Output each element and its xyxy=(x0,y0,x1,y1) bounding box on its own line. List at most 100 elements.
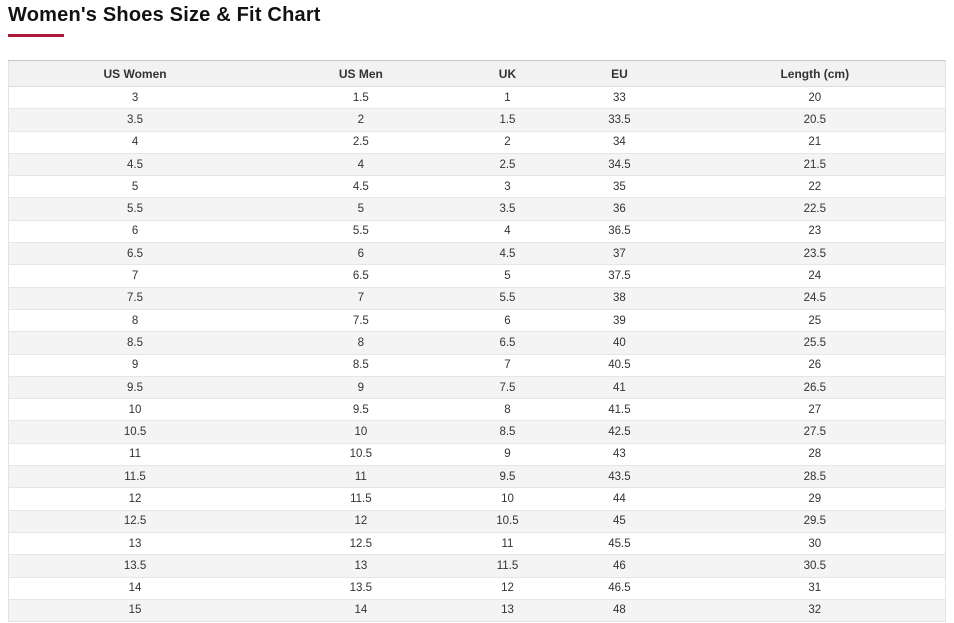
table-cell: 1 xyxy=(460,86,555,110)
table-cell: 8 xyxy=(460,398,555,422)
table-cell: 27 xyxy=(684,398,946,422)
table-row: 7.5 7 5.5 38 24.5 xyxy=(8,287,946,310)
table-cell: 21 xyxy=(684,131,946,154)
table-cell: 6 xyxy=(8,220,262,244)
table-cell: 25 xyxy=(684,309,946,333)
table-cell: 3 xyxy=(8,86,262,110)
table-cell: 31 xyxy=(684,577,946,600)
table-cell: 5 xyxy=(8,175,262,199)
table-cell: 39 xyxy=(554,309,685,333)
table-row: 9 8.5 7 40.5 26 xyxy=(8,354,946,377)
table-cell: 13.5 xyxy=(261,577,461,600)
table-row: 10 9.5 8 41.5 27 xyxy=(8,398,946,422)
table-cell: 40 xyxy=(554,331,685,355)
table-row: 14 13.5 12 46.5 31 xyxy=(8,577,946,600)
table-cell: 43.5 xyxy=(554,465,685,489)
table-cell: 7.5 xyxy=(261,309,461,333)
table-cell: 8 xyxy=(261,331,461,355)
table-cell: 12 xyxy=(8,487,262,511)
table-cell: 4.5 xyxy=(460,242,555,266)
table-cell: 6.5 xyxy=(8,242,262,266)
table-cell: 44 xyxy=(554,487,685,511)
column-header-length-cm: Length (cm) xyxy=(684,60,946,87)
table-cell: 9.5 xyxy=(261,398,461,422)
table-cell: 25.5 xyxy=(684,331,946,355)
table-cell: 26 xyxy=(684,354,946,377)
table-cell: 40.5 xyxy=(554,354,685,377)
table-cell: 45 xyxy=(554,510,685,533)
table-cell: 15 xyxy=(8,599,262,623)
table-cell: 4 xyxy=(261,153,461,177)
table-cell: 11.5 xyxy=(261,487,461,511)
table-header: US Women US Men UK EU Length (cm) xyxy=(8,60,946,87)
table-cell: 43 xyxy=(554,443,685,467)
table-cell: 37.5 xyxy=(554,264,685,288)
column-header-us-men: US Men xyxy=(261,60,461,87)
table-cell: 32 xyxy=(684,599,946,623)
table-cell: 12.5 xyxy=(261,532,461,556)
table-row: 15 14 13 48 32 xyxy=(8,599,946,623)
table-cell: 7 xyxy=(8,264,262,288)
table-row: 12.5 12 10.5 45 29.5 xyxy=(8,510,946,533)
column-header-us-women: US Women xyxy=(8,60,262,87)
table-cell: 3.5 xyxy=(8,108,262,132)
table-row: 7 6.5 5 37.5 24 xyxy=(8,264,946,288)
table-cell: 8.5 xyxy=(8,331,262,355)
table-cell: 26.5 xyxy=(684,376,946,400)
table-cell: 46 xyxy=(554,554,685,578)
table-cell: 11 xyxy=(261,465,461,489)
table-row: 8.5 8 6.5 40 25.5 xyxy=(8,331,946,355)
table-cell: 9.5 xyxy=(460,465,555,489)
table-cell: 24 xyxy=(684,264,946,288)
table-cell: 11.5 xyxy=(460,554,555,578)
table-row: 10.5 10 8.5 42.5 27.5 xyxy=(8,420,946,444)
table-cell: 23 xyxy=(684,220,946,244)
table-cell: 7.5 xyxy=(8,287,262,310)
table-body: 3 1.5 1 33 20 3.5 2 1.5 33.5 20.5 4 2.5 2 34 21 4.5 4 2.5… xyxy=(8,86,946,623)
table-cell: 8.5 xyxy=(460,420,555,444)
table-cell: 36.5 xyxy=(554,220,685,244)
table-cell: 9 xyxy=(261,376,461,400)
table-cell: 42.5 xyxy=(554,420,685,444)
table-cell: 11 xyxy=(460,532,555,556)
table-cell: 13 xyxy=(460,599,555,623)
table-cell: 10 xyxy=(8,398,262,422)
table-cell: 4.5 xyxy=(8,153,262,177)
table-cell: 7.5 xyxy=(460,376,555,400)
table-row: 11.5 11 9.5 43.5 28.5 xyxy=(8,465,946,489)
table-cell: 11.5 xyxy=(8,465,262,489)
table-cell: 12.5 xyxy=(8,510,262,533)
table-row: 4.5 4 2.5 34.5 21.5 xyxy=(8,153,946,177)
table-cell: 5 xyxy=(261,197,461,221)
table-cell: 1.5 xyxy=(460,108,555,132)
table-cell: 12 xyxy=(261,510,461,533)
column-header-eu: EU xyxy=(554,60,685,87)
table-cell: 5.5 xyxy=(460,287,555,310)
title-accent-bar xyxy=(8,34,64,37)
table-header-row: US Women US Men UK EU Length (cm) xyxy=(8,60,946,87)
table-row: 13.5 13 11.5 46 30.5 xyxy=(8,554,946,578)
table-cell: 5.5 xyxy=(261,220,461,244)
table-cell: 11 xyxy=(8,443,262,467)
table-cell: 13 xyxy=(8,532,262,556)
table-cell: 5.5 xyxy=(8,197,262,221)
table-row: 3.5 2 1.5 33.5 20.5 xyxy=(8,108,946,132)
table-cell: 8.5 xyxy=(261,354,461,377)
table-cell: 24.5 xyxy=(684,287,946,310)
table-cell: 7 xyxy=(460,354,555,377)
table-cell: 9 xyxy=(460,443,555,467)
table-cell: 46.5 xyxy=(554,577,685,600)
table-cell: 36 xyxy=(554,197,685,221)
table-cell: 4 xyxy=(460,220,555,244)
table-cell: 22.5 xyxy=(684,197,946,221)
table-cell: 10.5 xyxy=(8,420,262,444)
table-cell: 29.5 xyxy=(684,510,946,533)
table-cell: 6 xyxy=(460,309,555,333)
table-cell: 37 xyxy=(554,242,685,266)
table-cell: 38 xyxy=(554,287,685,310)
table-row: 12 11.5 10 44 29 xyxy=(8,487,946,511)
table-cell: 8 xyxy=(8,309,262,333)
table-cell: 12 xyxy=(460,577,555,600)
table-row: 5.5 5 3.5 36 22.5 xyxy=(8,197,946,221)
table-cell: 30.5 xyxy=(684,554,946,578)
